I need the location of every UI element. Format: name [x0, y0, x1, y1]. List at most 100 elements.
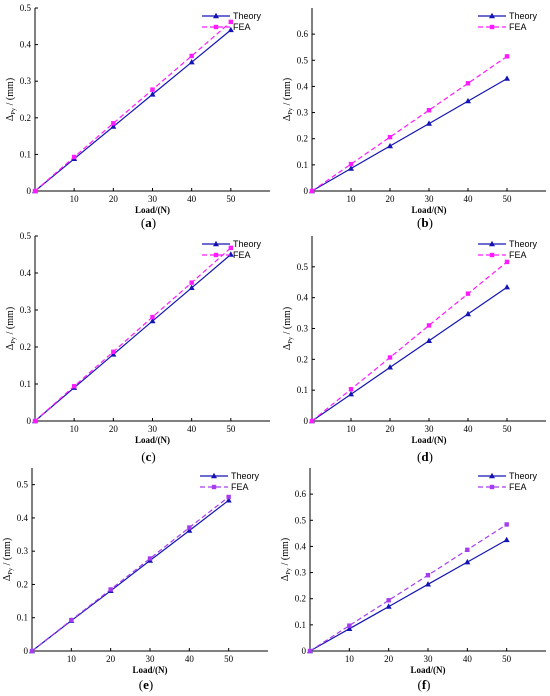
y-axis-label-symbol: Δ: [282, 114, 293, 121]
data-point-theory: [348, 390, 354, 397]
legend-marker-theory: [213, 12, 219, 19]
data-point-theory: [346, 625, 353, 631]
panel-caption: (d): [417, 449, 433, 464]
caption-letter: d: [421, 449, 429, 464]
x-axis-label: Load/(N): [410, 665, 445, 675]
data-point-fea: [386, 598, 391, 603]
y-tick-label: 0: [24, 646, 29, 656]
x-tick-label: 10: [70, 194, 80, 204]
series-line-theory: [31, 499, 230, 652]
chart-panel-c: 10 20 30 40 50 0 0.1 0.2 0.3 0.4 0.5 Load/(N) ΔPy / …: [5, 231, 270, 464]
caption-close-paren: ): [149, 677, 153, 692]
legend-marker-fea: [489, 252, 495, 258]
y-axis-label: ΔPy / (mm): [282, 78, 294, 121]
data-point-fea: [426, 108, 432, 113]
data-point-theory: [504, 75, 510, 81]
y-tick-label: 0.2: [297, 134, 308, 144]
data-point-theory: [188, 58, 195, 65]
data-point-fea: [504, 54, 510, 59]
y-axis-label-unit: / (mm): [282, 78, 293, 108]
x-tick-label: 30: [148, 424, 158, 434]
x-tick-label: 10: [67, 654, 77, 664]
y-tick-label: 0: [304, 416, 309, 426]
y-tick-label: 0.5: [20, 231, 32, 241]
legend-marker-fea: [213, 252, 219, 258]
y-axis-label-unit: / (mm): [5, 78, 16, 108]
data-point-fea: [426, 323, 432, 328]
x-tick-label: 20: [386, 194, 396, 204]
legend-label-fea: FEA: [233, 250, 251, 260]
y-axis-label-subscript: Py: [10, 336, 17, 344]
data-point-fea: [347, 623, 352, 628]
chart-panel-f: 10 20 30 40 50 0 0.1 0.2 0.3 0.4 0.5 0.6 Load/(N) ΔPy…: [280, 468, 546, 692]
y-axis-label-unit: / (mm): [280, 538, 291, 568]
y-tick-label: 0.3: [20, 76, 32, 86]
panel-caption: (b): [417, 215, 433, 230]
x-tick-label: 20: [109, 194, 119, 204]
legend-label-fea: FEA: [231, 482, 249, 492]
y-axis-label-symbol: Δ: [5, 343, 16, 350]
y-tick-label: 0.3: [297, 108, 309, 118]
x-tick-label: 30: [425, 194, 435, 204]
chart-panel-d: 10 20 30 40 50 0 0.1 0.2 0.3 0.4 0.5 Load/(N) ΔPy / …: [282, 236, 546, 464]
x-tick-label: 10: [347, 194, 357, 204]
data-point-fea: [147, 556, 153, 561]
legend-marker-theory: [489, 12, 495, 19]
data-point-fea: [348, 161, 354, 167]
data-point-theory: [504, 283, 510, 290]
data-point-theory: [503, 536, 510, 543]
x-tick-label: 40: [464, 194, 474, 204]
series-line-theory: [311, 286, 508, 422]
legend-label-fea: FEA: [509, 250, 527, 260]
y-tick-label: 0.3: [17, 546, 29, 556]
series-line-fea: [34, 247, 232, 422]
series-line-fea: [34, 21, 232, 192]
x-axis-label: Load/(N): [135, 435, 170, 445]
series-line-fea: [311, 261, 508, 422]
y-axis-label-subscript: Py: [287, 107, 294, 115]
x-tick-label: 40: [185, 654, 195, 664]
legend-label-theory: Theory: [509, 239, 538, 249]
legend-label-theory: Theory: [233, 11, 262, 21]
y-axis-label-subscript: Py: [7, 567, 14, 575]
y-axis-label-symbol: Δ: [2, 574, 13, 581]
data-point-fea: [108, 587, 113, 592]
legend-marker-fea: [489, 484, 495, 490]
y-tick-label: 0.5: [20, 3, 32, 13]
x-tick-label: 50: [503, 424, 513, 434]
y-tick-label: 0.3: [295, 568, 307, 578]
data-point-fea: [348, 387, 354, 392]
caption-close-paren: ): [429, 215, 433, 230]
data-point-fea: [465, 547, 470, 553]
x-tick-label: 40: [464, 424, 474, 434]
data-point-fea: [111, 349, 116, 355]
y-axis-label-subscript: Py: [287, 336, 294, 344]
x-tick-label: 10: [70, 424, 80, 434]
data-point-fea: [228, 19, 234, 25]
data-point-theory: [464, 558, 471, 565]
data-point-theory: [149, 317, 156, 324]
series-line-theory: [34, 254, 232, 422]
caption-open-paren: (: [141, 449, 145, 464]
data-point-theory: [225, 497, 232, 503]
y-tick-label: 0.2: [297, 354, 308, 364]
y-tick-label: 0.4: [20, 268, 32, 278]
data-point-fea: [465, 81, 471, 86]
y-tick-label: 0.3: [20, 305, 32, 315]
x-tick-label: 20: [386, 424, 396, 434]
data-point-theory: [426, 337, 432, 344]
caption-letter: e: [143, 677, 149, 692]
data-point-fea: [150, 314, 155, 320]
x-tick-label: 30: [425, 424, 435, 434]
x-tick-label: 30: [424, 654, 434, 664]
x-tick-label: 50: [226, 424, 236, 434]
data-point-theory: [110, 123, 117, 129]
chart-panel-e: 10 20 30 40 50 0 0.1 0.2 0.3 0.4 0.5 Load/(N) ΔPy / …: [2, 468, 268, 692]
y-tick-label: 0.6: [297, 29, 309, 39]
data-point-fea: [387, 355, 393, 360]
y-axis-label: ΔPy / (mm): [5, 307, 17, 350]
series-line-fea: [31, 496, 230, 652]
legend-label-theory: Theory: [231, 471, 260, 481]
legend-label-fea: FEA: [509, 482, 527, 492]
x-tick-label: 30: [148, 194, 158, 204]
